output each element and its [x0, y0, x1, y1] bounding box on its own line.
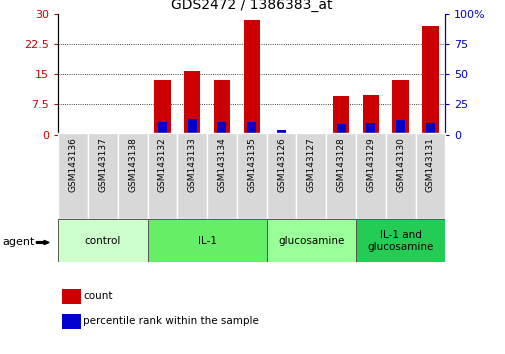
Bar: [62, 289, 80, 304]
Bar: [58, 133, 88, 219]
Text: control: control: [84, 236, 121, 246]
Bar: [425, 123, 434, 135]
Bar: [236, 133, 266, 219]
Bar: [306, 134, 315, 135]
Bar: [336, 124, 345, 135]
Bar: [392, 80, 408, 135]
Bar: [277, 130, 285, 135]
Bar: [326, 133, 355, 219]
Text: percentile rank within the sample: percentile rank within the sample: [83, 316, 259, 326]
Bar: [147, 133, 177, 219]
Bar: [94, 134, 111, 135]
Text: glucosamine: glucosamine: [278, 236, 344, 246]
Text: GSM143138: GSM143138: [128, 137, 137, 192]
Text: GSM143132: GSM143132: [158, 137, 167, 192]
Text: GSM143131: GSM143131: [425, 137, 434, 192]
Bar: [69, 133, 77, 135]
Text: GSM143137: GSM143137: [98, 137, 107, 192]
Bar: [184, 71, 200, 135]
Bar: [187, 120, 196, 135]
Bar: [332, 96, 348, 135]
Text: GSM143128: GSM143128: [336, 137, 345, 192]
Bar: [296, 133, 326, 219]
Title: GDS2472 / 1386383_at: GDS2472 / 1386383_at: [171, 0, 332, 12]
Text: GSM143126: GSM143126: [276, 137, 285, 192]
Text: GSM143129: GSM143129: [366, 137, 375, 192]
Bar: [207, 133, 236, 219]
Text: IL-1 and
glucosamine: IL-1 and glucosamine: [367, 230, 433, 252]
Bar: [62, 314, 80, 329]
Bar: [213, 80, 230, 135]
Bar: [415, 133, 444, 219]
Text: GSM143135: GSM143135: [247, 137, 256, 192]
Bar: [395, 120, 405, 135]
Text: agent: agent: [3, 238, 35, 247]
Bar: [154, 80, 170, 135]
Bar: [247, 122, 256, 135]
Bar: [217, 122, 226, 135]
Bar: [243, 20, 260, 135]
Bar: [266, 219, 355, 262]
Bar: [366, 123, 375, 135]
Bar: [421, 26, 438, 135]
Text: count: count: [83, 291, 113, 301]
Text: GSM143130: GSM143130: [395, 137, 405, 192]
Text: GSM143136: GSM143136: [69, 137, 77, 192]
Bar: [273, 134, 289, 135]
Text: IL-1: IL-1: [197, 236, 216, 246]
Bar: [362, 95, 378, 135]
Bar: [118, 133, 147, 219]
Text: GSM143134: GSM143134: [217, 137, 226, 192]
Bar: [58, 219, 147, 262]
Text: GSM143127: GSM143127: [306, 137, 315, 192]
Bar: [124, 134, 140, 135]
Bar: [88, 133, 118, 219]
Bar: [355, 133, 385, 219]
Bar: [147, 219, 266, 262]
Bar: [266, 133, 296, 219]
Bar: [177, 133, 207, 219]
Bar: [385, 133, 415, 219]
Bar: [158, 122, 167, 135]
Text: GSM143133: GSM143133: [187, 137, 196, 192]
Bar: [65, 134, 81, 135]
Bar: [302, 134, 319, 135]
Bar: [355, 219, 444, 262]
